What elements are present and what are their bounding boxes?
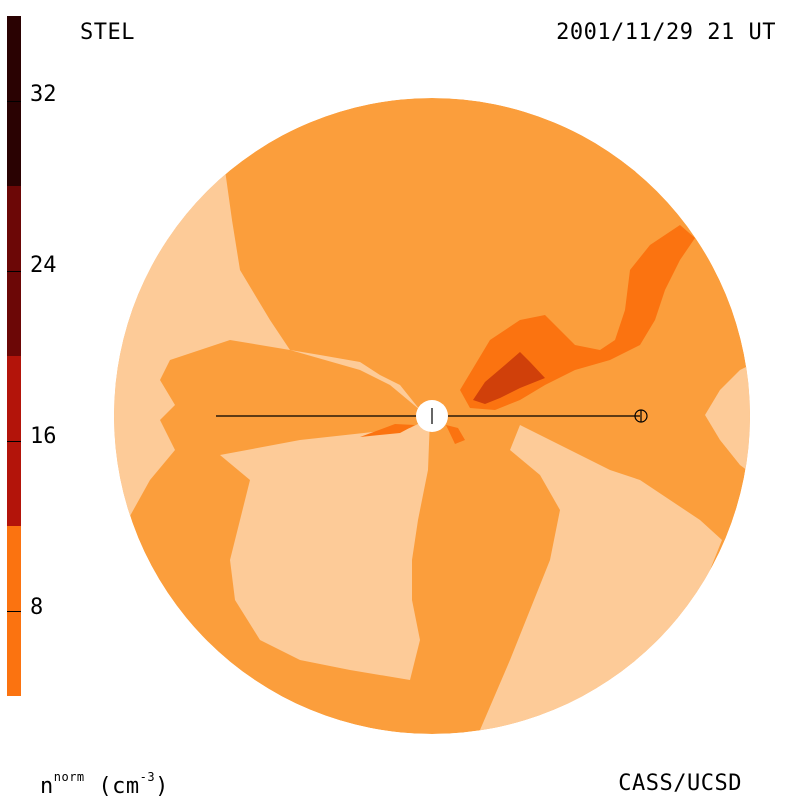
units-paren: (cm (98, 774, 140, 799)
units-base: n (40, 774, 54, 799)
credit-label: CASS/UCSD (618, 771, 742, 796)
light-region-right-edge (705, 360, 750, 480)
colorbar-tick-label: 24 (30, 253, 57, 278)
datetime-label: 2001/11/29 21 UT (556, 20, 776, 45)
small-feature-2 (446, 425, 465, 444)
colorbar-tick (7, 271, 21, 272)
small-feature-1 (360, 424, 415, 437)
light-region-upper-left (114, 170, 420, 530)
units-sup: norm (53, 770, 85, 784)
earth-symbol (634, 409, 648, 423)
colorbar-tick (7, 441, 21, 442)
colorbar-tick-label: 16 (30, 424, 57, 449)
units-label: nnorm (cm-3) (40, 770, 169, 799)
density-peak (473, 352, 545, 404)
colorbar-tick (7, 101, 21, 102)
units-exp: -3 (139, 770, 156, 784)
units-close: ) (155, 774, 169, 799)
light-region-lower-left (220, 418, 430, 680)
colorbar-tick (7, 611, 21, 612)
model-name: STEL (80, 20, 135, 45)
colorbar-tick-label: 32 (30, 82, 57, 107)
colorbar-tick-label: 8 (30, 595, 44, 620)
light-region-lower-right (480, 425, 722, 730)
